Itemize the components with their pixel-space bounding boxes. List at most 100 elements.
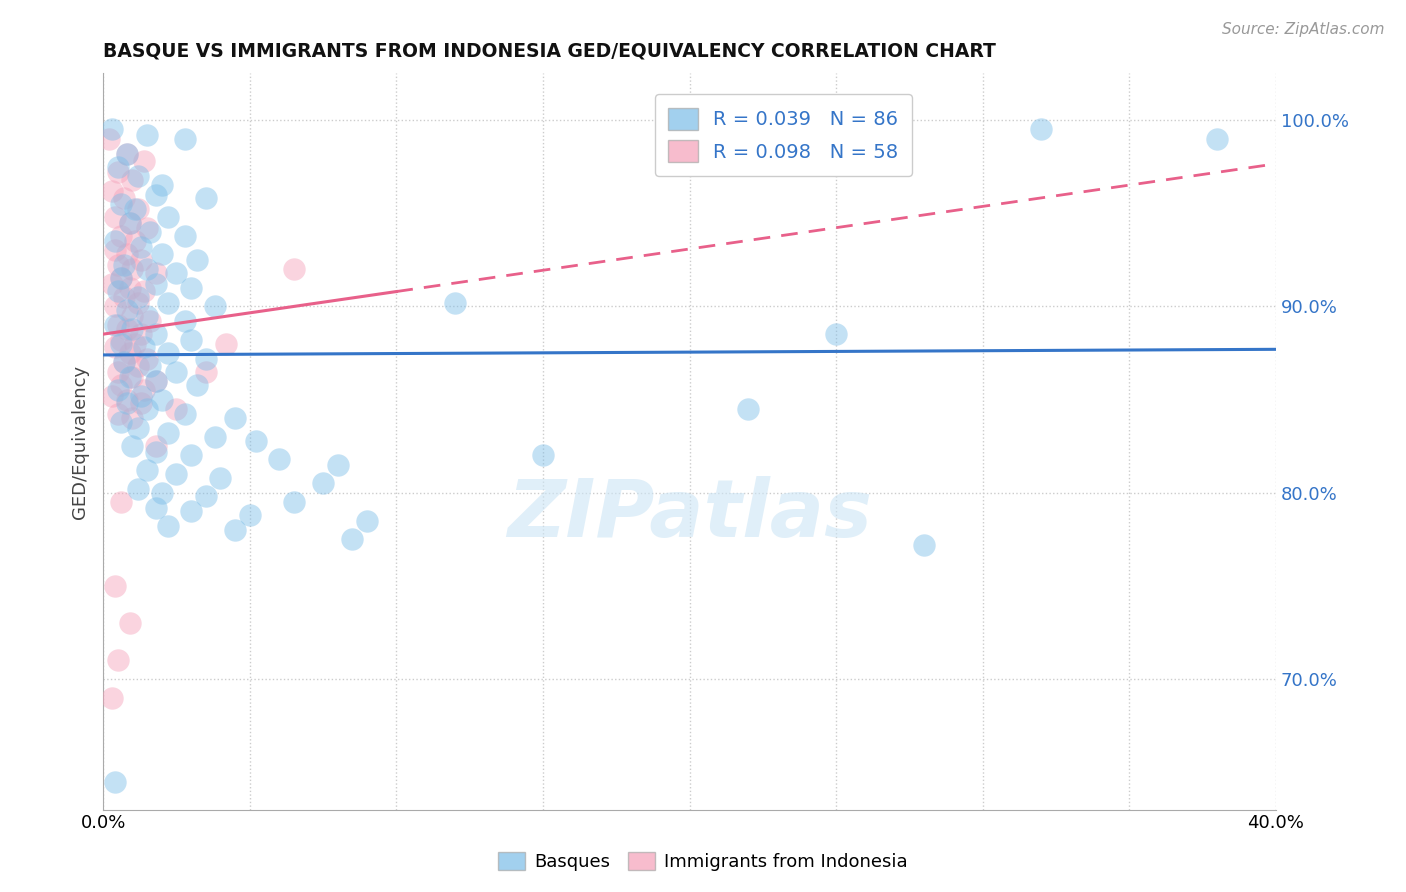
Point (110, 271, 132, 285)
Text: BASQUE VS IMMIGRANTS FROM INDONESIA GED/EQUIVALENCY CORRELATION CHART: BASQUE VS IMMIGRANTS FROM INDONESIA GED/… (103, 42, 995, 61)
Point (174, 131, 197, 145)
Point (283, 262, 305, 277)
Point (139, 359, 162, 373)
Point (136, 351, 159, 366)
Point (110, 336, 132, 351)
Point (1031, 122, 1053, 136)
Point (312, 476, 335, 491)
Point (121, 309, 143, 323)
Point (186, 377, 208, 392)
Point (174, 228, 197, 243)
Point (107, 318, 129, 332)
Point (115, 247, 138, 261)
Point (326, 458, 349, 472)
Point (115, 146, 138, 161)
Point (124, 336, 146, 351)
Point (127, 202, 149, 217)
Point (112, 355, 135, 369)
Point (134, 154, 156, 169)
Point (112, 290, 135, 304)
Point (110, 197, 132, 211)
Point (145, 439, 167, 453)
Point (129, 240, 152, 254)
Point (145, 327, 167, 342)
Point (104, 579, 127, 593)
Point (150, 247, 173, 261)
Point (180, 504, 202, 518)
Text: Source: ZipAtlas.com: Source: ZipAtlas.com (1222, 22, 1385, 37)
Point (156, 346, 179, 360)
Point (118, 215, 141, 229)
Point (124, 234, 146, 248)
Point (127, 169, 149, 183)
Point (165, 401, 187, 416)
Point (136, 309, 159, 323)
Point (127, 290, 149, 304)
Point (127, 420, 149, 434)
Point (101, 690, 124, 705)
Point (180, 281, 202, 295)
Point (239, 508, 262, 522)
Point (129, 252, 152, 267)
Point (129, 327, 152, 342)
Point (121, 172, 143, 186)
Point (115, 392, 138, 407)
Point (107, 165, 129, 179)
Point (104, 318, 127, 332)
Point (156, 426, 179, 441)
Point (110, 228, 132, 243)
Point (121, 439, 143, 453)
Point (204, 299, 226, 313)
Point (145, 277, 167, 291)
Point (204, 430, 226, 444)
Point (127, 295, 149, 310)
Point (145, 374, 167, 388)
Point (145, 266, 167, 280)
Point (104, 340, 127, 354)
Point (121, 322, 143, 336)
Point (165, 266, 187, 280)
Point (737, 401, 759, 416)
Point (134, 285, 156, 299)
Point (145, 187, 167, 202)
Point (129, 389, 152, 403)
Point (110, 377, 132, 392)
Point (342, 533, 364, 547)
Point (107, 653, 129, 667)
Point (115, 322, 138, 336)
Point (224, 523, 246, 537)
Point (107, 365, 129, 379)
Point (104, 210, 127, 224)
Point (115, 396, 138, 410)
Point (121, 411, 143, 425)
Point (156, 210, 179, 224)
Point (174, 314, 197, 328)
Point (101, 122, 124, 136)
Point (156, 295, 179, 310)
Point (124, 202, 146, 217)
Point (150, 485, 173, 500)
Point (145, 374, 167, 388)
Point (145, 444, 167, 458)
Point (112, 259, 135, 273)
Point (136, 401, 159, 416)
Point (118, 616, 141, 631)
Point (121, 262, 143, 277)
Point (136, 128, 159, 142)
Point (115, 146, 138, 161)
Point (98, 131, 121, 145)
Point (245, 434, 267, 448)
Point (107, 408, 129, 422)
Point (127, 359, 149, 373)
Point (165, 365, 187, 379)
Point (825, 327, 848, 342)
Point (150, 178, 173, 193)
Point (209, 471, 232, 485)
Y-axis label: GED/Equivalency: GED/Equivalency (72, 365, 89, 518)
Point (180, 449, 202, 463)
Point (136, 262, 159, 277)
Point (112, 355, 135, 369)
Point (115, 303, 138, 318)
Point (356, 514, 378, 528)
Point (283, 495, 305, 509)
